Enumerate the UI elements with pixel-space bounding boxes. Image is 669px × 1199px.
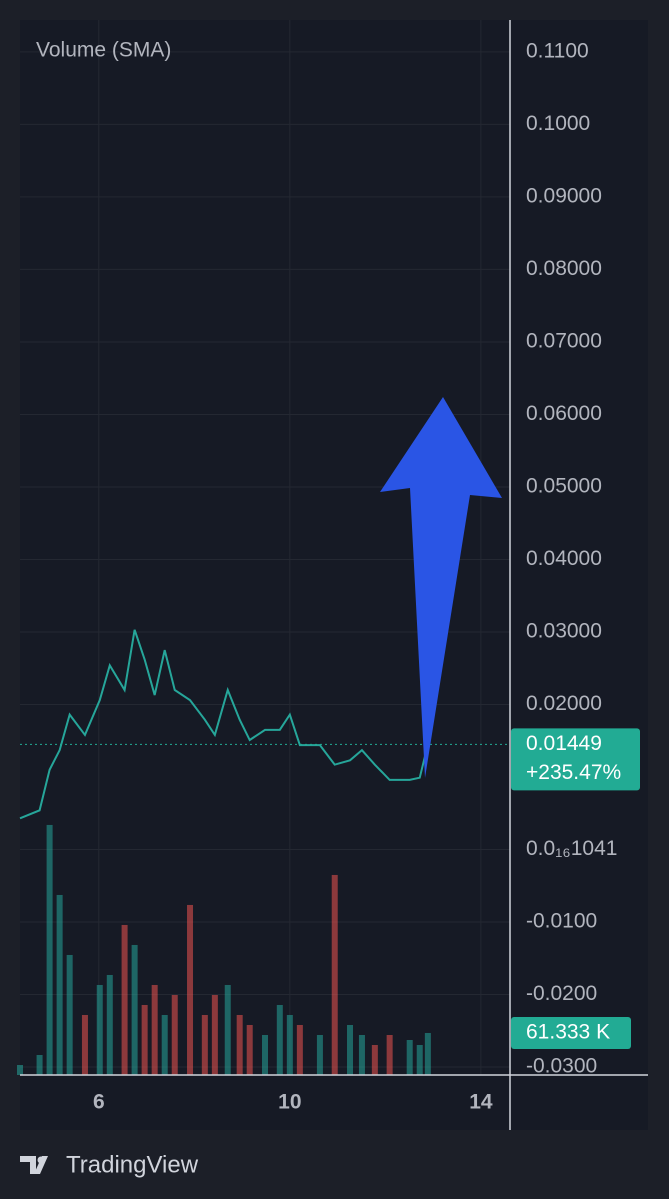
y-tick-label: 0.06000 [526, 402, 602, 425]
volume-bar [347, 1024, 354, 1075]
y-tick-label: -0.0300 [526, 1055, 597, 1078]
volume-bar [17, 1064, 23, 1075]
volume-bar [201, 1014, 208, 1075]
y-tick-label: 0.03000 [526, 620, 602, 643]
volume-bar [371, 1044, 378, 1075]
volume-bar [161, 1014, 168, 1075]
volume-bar [106, 974, 113, 1075]
volume-bar [187, 904, 194, 1075]
volume-bar [296, 1024, 303, 1075]
y-tick-label: 0.1100 [526, 39, 589, 62]
y-tick-label: 0.04000 [526, 547, 602, 570]
brand-logo [20, 1156, 48, 1174]
price-line [19, 629, 429, 820]
volume-bar [406, 1039, 413, 1075]
y-tick-label: 0.07000 [526, 329, 602, 352]
volume-bar [331, 874, 338, 1075]
volume-bar [211, 994, 218, 1075]
y-tick-label: 0.05000 [526, 475, 602, 498]
plot [17, 629, 510, 1075]
volume-bar [141, 1004, 148, 1075]
volume-label-box [511, 1016, 631, 1049]
volume-bar [224, 984, 231, 1075]
volume-bar [424, 1032, 431, 1075]
y-tick-label: 0.1000 [526, 112, 590, 135]
arrow [380, 397, 502, 778]
volume-bar [386, 1034, 393, 1075]
volume-bar [36, 1054, 43, 1075]
y-tick-label: 0.0₁₆1041 [526, 837, 617, 860]
y-tick-label: -0.0100 [526, 910, 597, 933]
volume-bar [96, 984, 103, 1075]
volume-bar [171, 994, 178, 1075]
axis-labels: 0.1100 0.1000 0.09000 0.08000 0.07000 0.06000… [93, 39, 640, 1114]
volume-bar [56, 894, 63, 1075]
volume-bar [416, 1044, 423, 1075]
volume-bar [151, 984, 158, 1075]
volume-label: 61.333 K [526, 1021, 610, 1044]
volume-bar [358, 1034, 365, 1075]
y-tick-label: 0.02000 [526, 692, 602, 715]
indicator-legend: Volume (SMA) [36, 39, 171, 62]
y-tick-label: 0.08000 [526, 257, 602, 280]
volume-bar [236, 1014, 243, 1075]
volume-bar [316, 1034, 323, 1075]
volume-bar [81, 1014, 88, 1075]
last-price-label: 0.01449 [526, 732, 602, 755]
volume-bar [246, 1024, 253, 1075]
volume-bar [66, 954, 73, 1075]
change-label: +235.47% [526, 761, 621, 784]
x-tick-label: 14 [469, 1091, 493, 1114]
y-tick-label: 0.09000 [526, 184, 602, 207]
volume-bar [121, 924, 128, 1075]
volume-bar [131, 944, 138, 1075]
x-tick-label: 6 [93, 1091, 105, 1114]
volume-bar [276, 1004, 283, 1075]
price-label-box [511, 728, 640, 791]
x-tick-label: 10 [278, 1091, 301, 1114]
brand: TradingView [66, 1151, 199, 1178]
volume-bar [46, 824, 53, 1075]
volume-bar [286, 1014, 293, 1075]
volume-bar [262, 1034, 268, 1075]
y-tick-label: -0.0200 [526, 982, 597, 1005]
